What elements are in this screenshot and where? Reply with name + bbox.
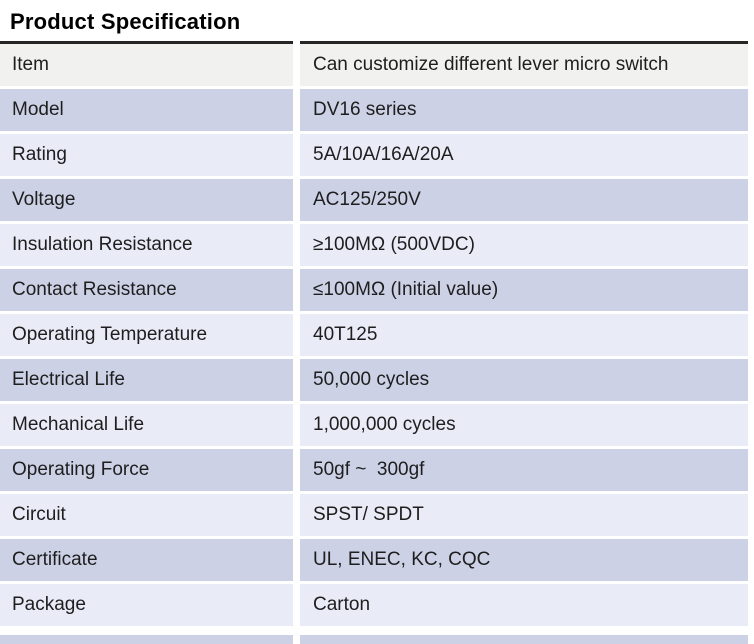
column-gap — [293, 635, 300, 644]
cutoff-value-cell — [300, 635, 748, 644]
table-rows: Item Can customize different lever micro… — [0, 44, 748, 626]
column-gap — [293, 314, 300, 356]
table-row: Circuit SPST/ SPDT — [0, 494, 748, 536]
row-value: 1,000,000 cycles — [300, 404, 748, 446]
column-gap — [293, 584, 300, 626]
table-row: Rating 5A/10A/16A/20A — [0, 134, 748, 176]
column-gap — [293, 449, 300, 491]
row-value: 5A/10A/16A/20A — [300, 134, 748, 176]
row-value: ≤100MΩ (Initial value) — [300, 269, 748, 311]
row-value: 50gf ~ 300gf — [300, 449, 748, 491]
spec-table: Item Can customize different lever micro… — [0, 41, 748, 644]
column-gap — [293, 224, 300, 266]
column-gap — [293, 494, 300, 536]
row-label: Operating Temperature — [0, 314, 293, 356]
title-rule-gap — [293, 41, 300, 44]
bottom-gap — [0, 626, 748, 635]
column-gap — [293, 44, 300, 86]
row-value: DV16 series — [300, 89, 748, 131]
row-value: ≥100MΩ (500VDC) — [300, 224, 748, 266]
row-label: Mechanical Life — [0, 404, 293, 446]
column-gap — [293, 89, 300, 131]
row-value: AC125/250V — [300, 179, 748, 221]
page-title: Product Specification — [10, 9, 241, 34]
column-gap — [293, 404, 300, 446]
row-value: Carton — [300, 584, 748, 626]
table-row: Certificate UL, ENEC, KC, CQC — [0, 539, 748, 581]
table-row: Voltage AC125/250V — [0, 179, 748, 221]
column-gap — [293, 179, 300, 221]
row-label: Contact Resistance — [0, 269, 293, 311]
row-label: Operating Force — [0, 449, 293, 491]
row-label: Certificate — [0, 539, 293, 581]
title-rule-right-segment — [300, 41, 748, 44]
row-value: Can customize different lever micro swit… — [300, 44, 748, 86]
title-rule-left-segment — [0, 41, 293, 44]
cutoff-next-row — [0, 635, 748, 644]
cutoff-label-cell — [0, 635, 293, 644]
row-label: Package — [0, 584, 293, 626]
table-row: Package Carton — [0, 584, 748, 626]
row-label: Voltage — [0, 179, 293, 221]
table-row: Operating Force 50gf ~ 300gf — [0, 449, 748, 491]
table-row: Contact Resistance ≤100MΩ (Initial value… — [0, 269, 748, 311]
row-label: Rating — [0, 134, 293, 176]
row-value: UL, ENEC, KC, CQC — [300, 539, 748, 581]
row-value: 50,000 cycles — [300, 359, 748, 401]
column-gap — [293, 539, 300, 581]
row-label: Electrical Life — [0, 359, 293, 401]
table-row: Operating Temperature 40T125 — [0, 314, 748, 356]
row-label: Item — [0, 44, 293, 86]
row-label: Circuit — [0, 494, 293, 536]
title-rule — [0, 41, 748, 44]
table-row: Model DV16 series — [0, 89, 748, 131]
column-gap — [293, 359, 300, 401]
table-row: Insulation Resistance ≥100MΩ (500VDC) — [0, 224, 748, 266]
row-value: 40T125 — [300, 314, 748, 356]
table-row: Mechanical Life 1,000,000 cycles — [0, 404, 748, 446]
row-value: SPST/ SPDT — [300, 494, 748, 536]
row-label: Insulation Resistance — [0, 224, 293, 266]
table-row: Electrical Life 50,000 cycles — [0, 359, 748, 401]
row-label: Model — [0, 89, 293, 131]
column-gap — [293, 134, 300, 176]
table-row: Item Can customize different lever micro… — [0, 44, 748, 86]
column-gap — [293, 269, 300, 311]
